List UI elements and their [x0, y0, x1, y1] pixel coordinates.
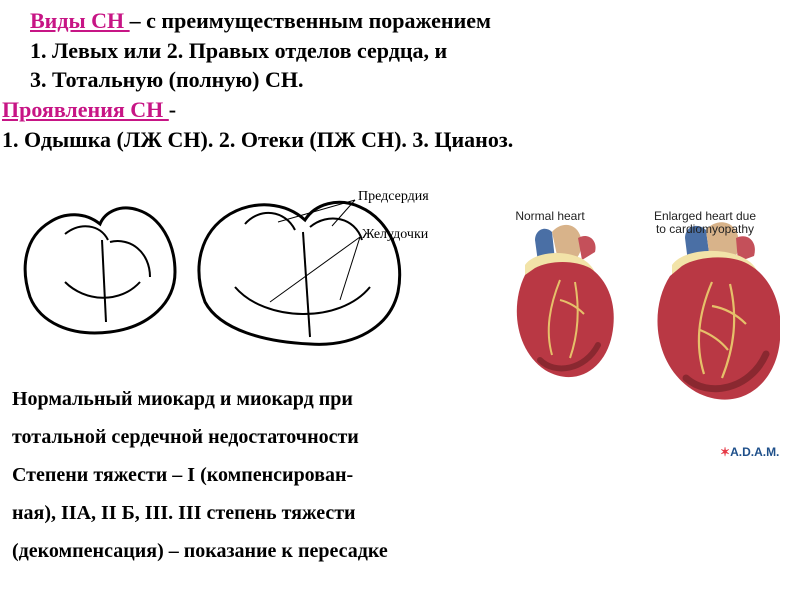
lower-l2: тотальной сердечной недостаточности — [12, 418, 492, 456]
lower-l4: ная), IIА, II Б, III. III степень тяжест… — [12, 494, 492, 532]
lower-text-block: Нормальный миокард и миокард при тотальн… — [12, 380, 492, 570]
enlarged-heart-illustration — [657, 222, 780, 399]
enlarged-heart-outline — [199, 202, 400, 344]
heart-illustrations: Normal heart Enlarged heart due to cardi… — [480, 210, 780, 440]
normal-heart-outline — [25, 208, 175, 333]
lower-l5: (декомпенсация) – показание к пересадке — [12, 532, 492, 570]
header-block: Виды СН – с преимущественным поражением … — [0, 6, 800, 154]
header-types-rest: – с преимущественным поражением — [130, 8, 491, 33]
header-types-prefix: Виды СН — [30, 8, 130, 33]
header-manifest-rest: - — [169, 97, 176, 122]
normal-heart-caption: Normal heart — [495, 210, 605, 223]
header-line3: 3. Тотальную (полную) СН — [30, 67, 298, 92]
enlarged-heart-caption: Enlarged heart due to cardiomyopathy — [635, 210, 775, 236]
header-line2: 1. Левых или 2. Правых отделов сердца, и — [0, 36, 800, 66]
normal-heart-illustration — [517, 225, 614, 377]
header-line5: 1. Одышка (ЛЖ СН). 2. Отеки (ПЖ СН). 3. … — [0, 125, 800, 155]
heart-outline-diagram: Предсердия Желудочки — [10, 182, 440, 352]
adam-logo: ✶A.D.A.M. — [720, 445, 779, 459]
slide-root: Виды СН – с преимущественным поражением … — [0, 0, 800, 600]
adam-star-icon: ✶ — [720, 445, 730, 459]
lower-l3: Степени тяжести – I (компенсирован- — [12, 456, 492, 494]
label-ventricles: Желудочки — [362, 227, 429, 242]
lower-l1: Нормальный миокард и миокард при — [12, 380, 492, 418]
header-manifest-prefix: Проявления СН — [2, 97, 169, 122]
label-atria: Предсердия — [358, 189, 429, 204]
